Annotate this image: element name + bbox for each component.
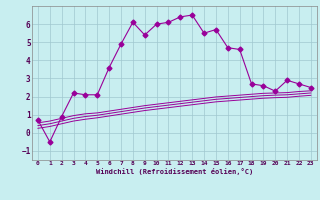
X-axis label: Windchill (Refroidissement éolien,°C): Windchill (Refroidissement éolien,°C) bbox=[96, 168, 253, 175]
